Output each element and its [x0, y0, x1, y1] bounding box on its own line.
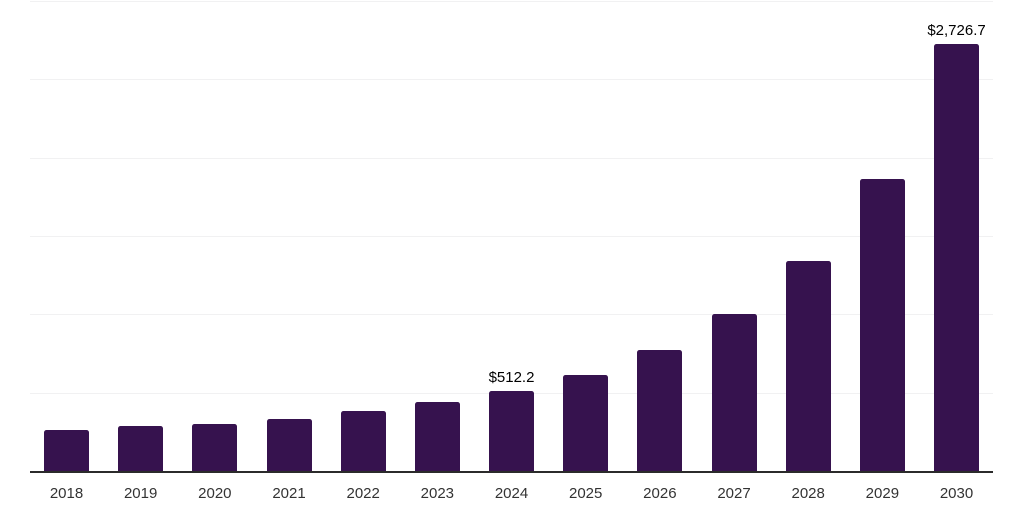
- x-tick-label-2018: 2018: [49, 485, 84, 502]
- bar-2022[interactable]: [340, 411, 386, 471]
- bar-2024[interactable]: [489, 390, 535, 471]
- x-tick-label-2024: 2024: [494, 485, 529, 502]
- x-tick-label-2028: 2028: [791, 485, 825, 502]
- data-label-2030: $2,726.7: [927, 21, 986, 39]
- bar-2023[interactable]: [414, 402, 460, 471]
- data-label-2024: $512.2: [488, 368, 535, 386]
- gridline-2500: [30, 79, 993, 81]
- x-tick-label-2029: 2029: [865, 485, 900, 502]
- x-tick-label-2026: 2026: [643, 485, 677, 502]
- bar-2028[interactable]: [785, 261, 831, 471]
- x-axis-line: [30, 471, 993, 473]
- gridline-1500: [30, 236, 993, 237]
- x-tick-label-2019: 2019: [123, 485, 158, 502]
- bar-2029[interactable]: [859, 178, 905, 471]
- x-tick-label-2021: 2021: [272, 485, 306, 502]
- gridline-2000: [30, 157, 993, 159]
- bar-2019[interactable]: [118, 426, 164, 471]
- bar-2027[interactable]: [711, 313, 757, 471]
- gridline-3000: [30, 1, 993, 2]
- bar-2030[interactable]: [934, 43, 980, 471]
- bar-2026[interactable]: [637, 350, 683, 471]
- x-tick-label-2023: 2023: [420, 485, 455, 502]
- bar-2021[interactable]: [266, 418, 312, 471]
- x-tick-label-2020: 2020: [198, 485, 232, 502]
- x-tick-label-2027: 2027: [717, 485, 751, 502]
- bar-2018[interactable]: [44, 429, 89, 471]
- x-tick-label-2030: 2030: [939, 485, 974, 502]
- x-tick-label-2022: 2022: [346, 485, 380, 502]
- bar-2025[interactable]: [563, 375, 609, 471]
- gridline-1000: [30, 314, 993, 316]
- x-tick-label-2025: 2025: [569, 485, 603, 502]
- bar-2020[interactable]: [192, 423, 238, 471]
